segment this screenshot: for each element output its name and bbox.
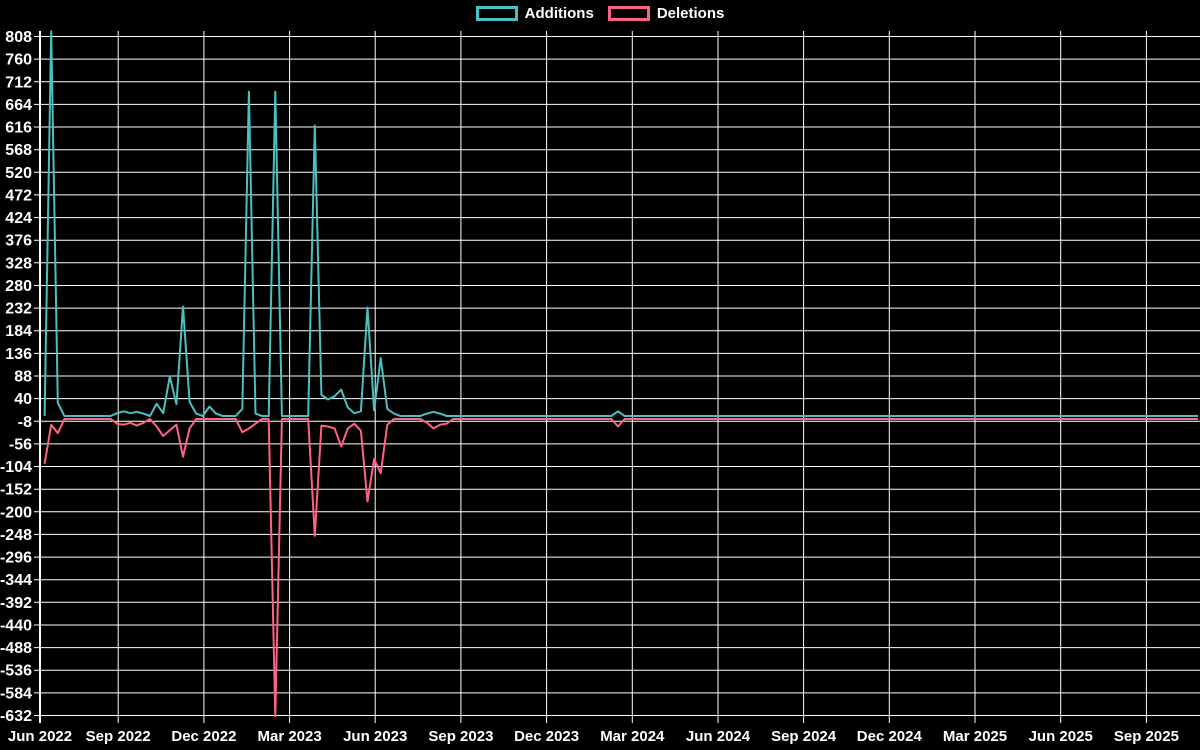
svg-text:-56: -56 xyxy=(9,436,32,453)
svg-text:-152: -152 xyxy=(0,482,32,499)
svg-text:328: 328 xyxy=(5,255,32,272)
svg-text:424: 424 xyxy=(5,210,32,227)
svg-text:-440: -440 xyxy=(0,618,32,635)
svg-text:520: 520 xyxy=(5,165,32,182)
svg-text:616: 616 xyxy=(5,120,32,137)
svg-text:808: 808 xyxy=(5,29,32,46)
svg-text:-392: -392 xyxy=(0,595,32,612)
deletions-swatch-icon xyxy=(607,6,650,21)
svg-text:Dec 2022: Dec 2022 xyxy=(171,728,236,745)
svg-text:-344: -344 xyxy=(0,572,32,589)
svg-text:-248: -248 xyxy=(0,527,32,544)
svg-text:-488: -488 xyxy=(0,640,32,657)
svg-text:760: 760 xyxy=(5,52,32,69)
svg-text:Mar 2025: Mar 2025 xyxy=(943,728,1007,745)
svg-text:232: 232 xyxy=(5,301,32,318)
svg-text:568: 568 xyxy=(5,142,32,159)
svg-text:136: 136 xyxy=(5,346,32,363)
gridlines xyxy=(34,31,1200,723)
axis-tick-labels: Jun 2022 Sep 2022 Dec 2022 Mar 2023 Jun 2023… xyxy=(0,29,1179,745)
svg-text:Sep 2023: Sep 2023 xyxy=(428,728,493,745)
svg-text:Jun 2024: Jun 2024 xyxy=(686,728,751,745)
svg-text:Jun 2023: Jun 2023 xyxy=(343,728,407,745)
svg-text:Jun 2022: Jun 2022 xyxy=(8,728,72,745)
svg-text:376: 376 xyxy=(5,233,32,250)
chart-legend: Additions Deletions xyxy=(0,6,1200,21)
svg-text:-8: -8 xyxy=(18,414,32,431)
svg-text:Dec 2023: Dec 2023 xyxy=(514,728,579,745)
svg-text:Mar 2024: Mar 2024 xyxy=(600,728,665,745)
svg-text:712: 712 xyxy=(5,74,32,91)
svg-text:-536: -536 xyxy=(0,663,32,680)
svg-text:664: 664 xyxy=(5,97,32,114)
svg-text:280: 280 xyxy=(5,278,32,295)
svg-text:472: 472 xyxy=(5,187,32,204)
svg-text:-296: -296 xyxy=(0,550,32,567)
svg-text:Dec 2024: Dec 2024 xyxy=(857,728,923,745)
svg-text:88: 88 xyxy=(14,369,32,386)
svg-text:-200: -200 xyxy=(0,504,32,521)
svg-text:Jun 2025: Jun 2025 xyxy=(1029,728,1093,745)
svg-text:Sep 2022: Sep 2022 xyxy=(86,728,151,745)
svg-text:184: 184 xyxy=(5,323,32,340)
legend-item-additions[interactable]: Additions xyxy=(475,5,594,22)
legend-item-deletions[interactable]: Deletions xyxy=(607,5,725,22)
legend-label-additions: Additions xyxy=(524,5,594,22)
additions-swatch-icon xyxy=(475,6,518,21)
svg-text:Sep 2025: Sep 2025 xyxy=(1114,728,1179,745)
series-lines xyxy=(43,30,1198,718)
svg-text:-104: -104 xyxy=(0,459,32,476)
svg-text:40: 40 xyxy=(14,391,32,408)
legend-label-deletions: Deletions xyxy=(656,5,725,22)
svg-text:-584: -584 xyxy=(0,685,32,702)
svg-text:Mar 2023: Mar 2023 xyxy=(257,728,321,745)
svg-text:Sep 2024: Sep 2024 xyxy=(771,728,837,745)
svg-text:-632: -632 xyxy=(0,708,32,725)
